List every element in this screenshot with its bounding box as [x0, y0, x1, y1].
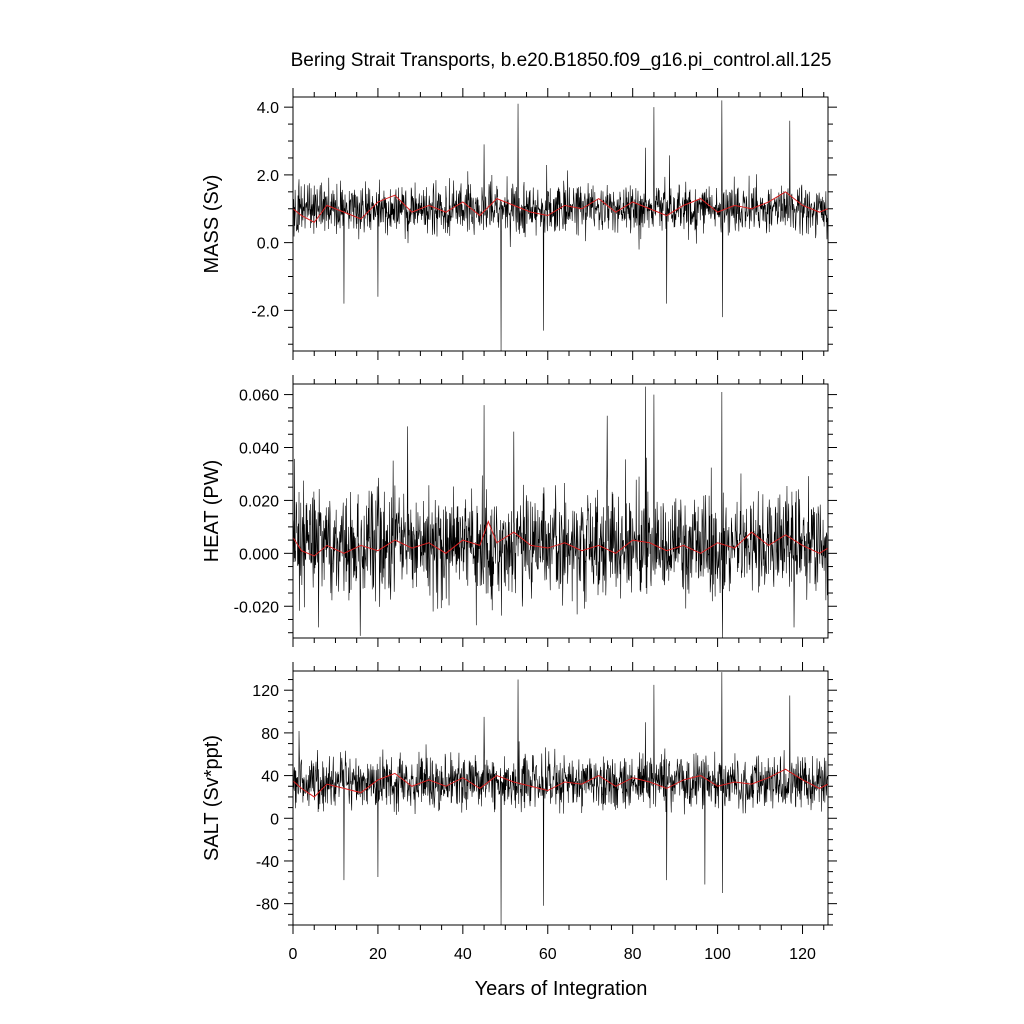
y-tick-label-salt: 0 — [270, 811, 279, 828]
panel-salt-ylabel: SALT (Sv*ppt) — [201, 735, 223, 861]
x-tick-label: 60 — [539, 946, 557, 963]
panel-mass-ylabel: MASS (Sv) — [201, 175, 223, 274]
series-heat-monthly — [293, 386, 828, 638]
x-tick-label: 120 — [789, 946, 816, 963]
y-tick-label-salt: -80 — [256, 897, 279, 914]
y-tick-label-salt: 40 — [261, 769, 279, 786]
panel-heat: -0.020 0.000 0.020 0.040 0.060 HEAT (PW) — [201, 375, 837, 647]
y-tick-label-salt: 80 — [261, 726, 279, 743]
y-tick-label-mass: 0.0 — [257, 236, 279, 253]
panel-heat-frame — [292, 383, 829, 639]
series-mass-monthly — [293, 100, 828, 351]
y-tick-label-mass: -2.0 — [251, 303, 279, 320]
series-heat-smoothed — [293, 520, 828, 557]
chart-title: Bering Strait Transports, b.e20.B1850.f0… — [291, 50, 832, 71]
panel-salt-frame — [292, 670, 829, 926]
panel-mass-frame — [292, 96, 829, 352]
x-tick-label: 20 — [369, 946, 387, 963]
y-tick-label-salt: -40 — [256, 854, 279, 871]
x-tick-label: 80 — [624, 946, 642, 963]
y-tick-label-heat: -0.020 — [234, 599, 279, 616]
y-tick-label-mass: 4.0 — [257, 100, 279, 117]
series-salt-smoothed — [293, 768, 828, 798]
y-tick-label-heat: 0.000 — [239, 546, 279, 563]
series-mass-smoothed — [293, 191, 828, 223]
panel-mass: -2.0 0.0 2.0 4.0 MASS (Sv) — [201, 88, 837, 360]
panel-heat-ylabel: HEAT (PW) — [201, 460, 223, 563]
x-tick-label: 100 — [704, 946, 731, 963]
y-tick-label-heat: 0.040 — [239, 441, 279, 458]
y-tick-label-heat: 0.060 — [239, 388, 279, 405]
x-axis-label: Years of Integration — [475, 978, 648, 1000]
panel-salt: 0 20 40 60 80 100 120 -80 -40 0 40 80 120 SALT (Sv*p… — [201, 662, 837, 963]
x-tick-label: 0 — [289, 946, 298, 963]
y-tick-label-salt: 120 — [252, 683, 279, 700]
y-tick-label-heat: 0.020 — [239, 493, 279, 510]
x-tick-label: 40 — [454, 946, 472, 963]
y-tick-label-mass: 2.0 — [257, 168, 279, 185]
series-salt-monthly — [293, 672, 828, 925]
